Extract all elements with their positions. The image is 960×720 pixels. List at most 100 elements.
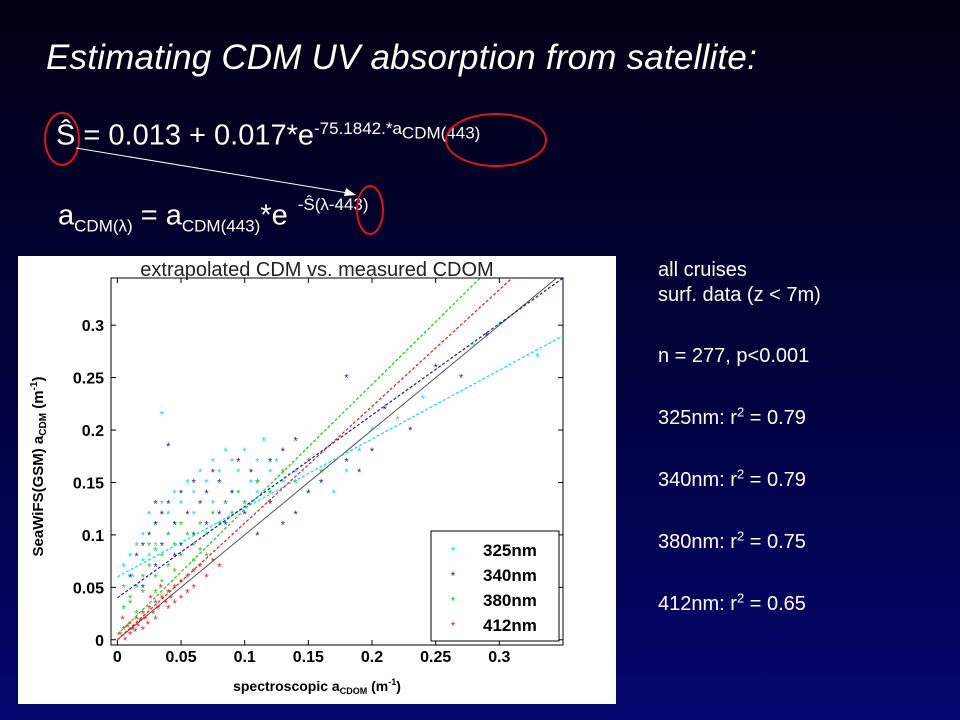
data-point-380nm: * bbox=[204, 551, 209, 563]
data-point-340nm: * bbox=[128, 572, 133, 584]
legend-label-325nm: 325nm bbox=[483, 541, 537, 560]
data-point-380nm: * bbox=[128, 598, 133, 610]
stats-r2-325: 325nm: r2 = 0.79 bbox=[658, 404, 806, 429]
y-tick-label: 0.25 bbox=[73, 371, 104, 388]
data-point-325nm: * bbox=[217, 467, 222, 479]
plot-frame bbox=[110, 277, 564, 646]
data-point-325nm: * bbox=[332, 488, 337, 500]
data-point-380nm: * bbox=[134, 609, 139, 621]
chart-title: extrapolated CDM vs. measured CDOM bbox=[140, 259, 493, 281]
data-point-340nm: * bbox=[198, 498, 203, 510]
legend-box bbox=[430, 530, 560, 642]
data-point-340nm: * bbox=[255, 530, 260, 542]
data-point-340nm: * bbox=[281, 519, 286, 531]
data-point-340nm: * bbox=[383, 404, 388, 416]
data-point-412nm: * bbox=[134, 614, 139, 626]
data-point-325nm: * bbox=[128, 551, 133, 563]
annotation-arrow-head bbox=[344, 188, 356, 196]
data-point-325nm: * bbox=[185, 477, 190, 489]
data-point-325nm: * bbox=[395, 415, 400, 427]
data-point-340nm: * bbox=[211, 467, 216, 479]
legend-label-340nm: 340nm bbox=[483, 566, 537, 585]
data-point-340nm: * bbox=[370, 446, 375, 458]
data-point-325nm: * bbox=[274, 457, 279, 469]
data-point-412nm: * bbox=[118, 630, 123, 642]
data-point-380nm: * bbox=[166, 561, 171, 573]
data-point-380nm: * bbox=[160, 551, 165, 563]
data-point-380nm: * bbox=[153, 588, 158, 600]
data-point-412nm: * bbox=[151, 609, 156, 621]
legend-marker-380nm: * bbox=[451, 594, 456, 608]
data-point-340nm: * bbox=[185, 509, 190, 521]
data-point-340nm: * bbox=[204, 488, 209, 500]
data-point-340nm: * bbox=[160, 540, 165, 552]
data-point-340nm: * bbox=[293, 509, 298, 521]
legend-label-412nm: 412nm bbox=[483, 616, 537, 635]
data-point-380nm: * bbox=[217, 519, 222, 531]
data-point-325nm: * bbox=[243, 498, 248, 510]
data-point-325nm: * bbox=[153, 540, 158, 552]
data-point-380nm: * bbox=[141, 572, 146, 584]
data-point-325nm: * bbox=[319, 477, 324, 489]
y-tick-label: 0.2 bbox=[82, 423, 104, 440]
data-point-325nm: * bbox=[211, 457, 216, 469]
data-point-340nm: * bbox=[134, 551, 139, 563]
data-point-380nm: * bbox=[268, 488, 273, 500]
data-point-380nm: * bbox=[122, 582, 127, 594]
data-point-412nm: * bbox=[192, 567, 197, 579]
data-point-340nm: * bbox=[147, 530, 152, 542]
data-point-325nm: * bbox=[147, 551, 152, 563]
data-point-340nm: * bbox=[223, 519, 228, 531]
data-point-380nm: * bbox=[179, 551, 184, 563]
data-point-380nm: * bbox=[198, 519, 203, 531]
x-tick-label: 0.25 bbox=[420, 649, 451, 666]
data-point-412nm: * bbox=[122, 624, 127, 636]
data-point-412nm: * bbox=[179, 577, 184, 589]
data-point-340nm: * bbox=[344, 457, 349, 469]
data-point-380nm: * bbox=[153, 546, 158, 558]
data-point-380nm: * bbox=[236, 488, 241, 500]
equation-absorption: aCDM(λ) = aCDM(443)*e -Ŝ(λ-443) bbox=[58, 196, 369, 236]
data-point-412nm: * bbox=[136, 621, 141, 633]
data-point-340nm: * bbox=[153, 561, 158, 573]
equation-absorption-mid: = a bbox=[132, 199, 182, 232]
data-point-412nm: * bbox=[217, 561, 222, 573]
data-point-340nm: * bbox=[236, 457, 241, 469]
highlight-circle-exponent-shat bbox=[356, 185, 384, 235]
data-point-412nm: * bbox=[143, 614, 148, 626]
fit-line-340nm bbox=[117, 278, 563, 599]
data-point-340nm: * bbox=[357, 467, 362, 479]
data-point-325nm: * bbox=[472, 341, 477, 353]
data-point-325nm: * bbox=[192, 488, 197, 500]
data-point-340nm: * bbox=[408, 425, 413, 437]
data-point-412nm: * bbox=[198, 561, 203, 573]
x-tick-label: 0.15 bbox=[293, 649, 324, 666]
data-point-325nm: * bbox=[173, 488, 178, 500]
data-point-380nm: * bbox=[160, 577, 165, 589]
data-point-325nm: * bbox=[141, 556, 146, 568]
equation-absorption-mid-subscript: CDM(443) bbox=[181, 216, 261, 236]
stats-r2-340: 340nm: r2 = 0.79 bbox=[658, 466, 806, 491]
data-point-380nm: * bbox=[122, 603, 127, 615]
data-point-340nm: * bbox=[166, 441, 171, 453]
equation-absorption-tail: *e bbox=[260, 199, 288, 232]
chart-panel: 0 0.05 0.1 0.15 0.2 0.25 0.3 0 0.05 0.1 0.15 0.2 0.2… bbox=[18, 256, 616, 704]
legend-label-380nm: 380nm bbox=[483, 591, 537, 610]
data-point-325nm: * bbox=[211, 498, 216, 510]
fit-line-380nm bbox=[116, 278, 481, 635]
data-point-380nm: * bbox=[204, 530, 209, 542]
data-point-412nm: * bbox=[156, 603, 161, 615]
data-point-380nm: * bbox=[293, 477, 298, 489]
y-tick-label: 0.15 bbox=[73, 475, 104, 492]
data-point-340nm: * bbox=[243, 509, 248, 521]
data-point-340nm: * bbox=[459, 373, 464, 385]
data-point-325nm: * bbox=[160, 409, 165, 421]
data-point-380nm: * bbox=[153, 572, 158, 584]
data-point-325nm: * bbox=[204, 477, 209, 489]
data-point-340nm: * bbox=[344, 373, 349, 385]
highlight-circle-shat bbox=[44, 112, 80, 166]
x-tick-label: 0.2 bbox=[361, 649, 383, 666]
stats-r2-412: 412nm: r2 = 0.65 bbox=[658, 590, 806, 615]
data-point-380nm: * bbox=[179, 519, 184, 531]
data-point-325nm: * bbox=[179, 498, 184, 510]
